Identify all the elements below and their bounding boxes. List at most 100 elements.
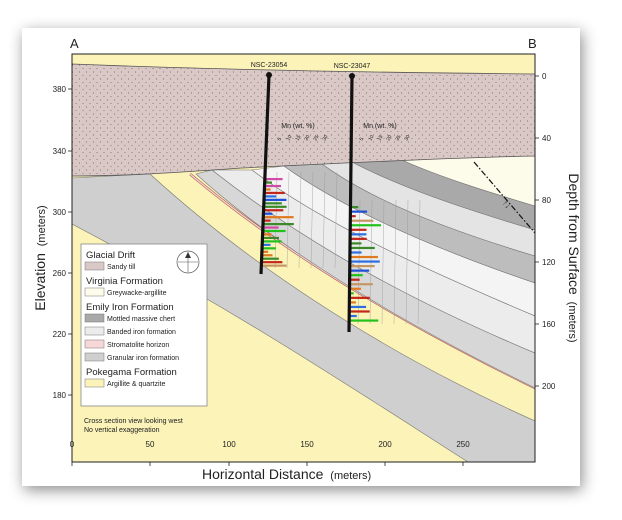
assay-bar (262, 236, 279, 240)
assay-gridline (417, 199, 421, 325)
x-tick-label: 50 (146, 440, 155, 449)
y-axis-title: Elevation (meters) (32, 205, 48, 310)
collar-marker (266, 72, 272, 78)
legend-group-title: Emily Iron Formation (86, 302, 174, 313)
assay-gridline (310, 171, 314, 269)
assay-bar (350, 224, 382, 227)
assay-bar (264, 181, 272, 184)
assay-bar (263, 212, 273, 215)
assay-tick-label: 10 (286, 134, 294, 142)
assay-bar (350, 233, 367, 236)
note-view-direction: Cross section view looking west (84, 418, 183, 425)
x-tick-label: 100 (222, 440, 236, 449)
assay-bar (262, 233, 272, 236)
legend: Glacial Drift Sandy till Virginia Formatio… (80, 243, 208, 407)
legend-item-label: Banded iron formation (107, 329, 176, 336)
assay-gridline (298, 171, 302, 269)
glacial-drift (72, 63, 535, 177)
depth-axis-title: Depth from Surface (meters) (566, 173, 580, 342)
assay-label: Mn (wt. %) (281, 123, 314, 130)
assay-bar (263, 205, 287, 208)
assay-bar (349, 255, 378, 259)
assay-gridline (274, 171, 278, 269)
assay-bar (349, 287, 361, 290)
assay-bar (349, 314, 357, 318)
plot-frame (71, 53, 536, 463)
assay-tick-label: 10 (368, 134, 376, 142)
assay-bar (264, 198, 287, 201)
assay-bar (264, 191, 285, 195)
elevation-tick-label: 380 (53, 85, 67, 94)
assay-bar (262, 240, 282, 243)
elevation-tick-label: 180 (53, 391, 67, 400)
assay-tick-label: 5 (277, 136, 284, 142)
depth-tick-label: 120 (542, 258, 556, 267)
assay-bar (264, 184, 281, 188)
assay-bar (349, 319, 379, 322)
x-axis-title: Horizontal Distance (meters) (202, 466, 371, 482)
depth-tick-label: 200 (542, 382, 556, 391)
elevation-tick-label: 220 (53, 330, 67, 339)
assay-bar (264, 178, 283, 181)
north-arrow-icon (176, 250, 200, 274)
fault-line (473, 161, 535, 234)
legend-swatch (84, 378, 105, 388)
axes: 0 50 100 150 200 250 380 340 300 260 220 180 0 40 80 12… (53, 72, 556, 466)
assay-bar (261, 250, 269, 253)
legend-item-label: Argillite & quartzite (107, 381, 165, 388)
assay-bar (261, 264, 287, 267)
assay-bar (349, 301, 356, 304)
assay-bar (263, 219, 271, 222)
assay-bar (350, 206, 359, 209)
assay-bar (263, 223, 294, 226)
assay-bar (349, 305, 367, 309)
assay-tick-label: 30 (404, 134, 412, 142)
assay-bar (349, 251, 362, 254)
x-tick-label: 200 (378, 440, 392, 449)
elevation-tick-label: 260 (53, 269, 67, 278)
drillhole-trace (347, 75, 354, 333)
legend-item-label: Stromatolite horizon (107, 342, 169, 349)
drillhole-0: NSC-23054 Mn (wt. %) 5 10 15 20 25 30 (251, 62, 338, 275)
legend-item-label: Greywacke-argillite (107, 290, 167, 297)
section-end-b: B (528, 36, 537, 51)
x-tick-label: 0 (70, 440, 75, 449)
fault-offset-arrows: ↑↓ (500, 199, 512, 211)
legend-group-title: Glacial Drift (86, 250, 135, 261)
assay-bar (349, 310, 370, 313)
assay-bar (261, 257, 279, 260)
legend-swatch (84, 287, 105, 297)
assay-bar (349, 278, 360, 281)
assay-bar (350, 237, 367, 240)
assay-bar (263, 202, 282, 205)
assay-gridline (334, 171, 338, 269)
drillhole-1: NSC-23047 Mn (wt. %) 5 10 15 20 25 30 (334, 63, 421, 333)
assay-bar (349, 269, 370, 272)
legend-group-title: Pokegama Formation (86, 367, 177, 378)
geologic-units: ↑↓ (72, 54, 535, 462)
assay-bar (262, 247, 276, 250)
assay-bar (263, 216, 294, 219)
assay-bar (263, 209, 284, 212)
note-exaggeration: No vertical exaggeration (84, 427, 160, 434)
legend-swatch (84, 339, 105, 349)
legend-swatch (84, 261, 105, 271)
assay-bar (262, 229, 286, 233)
assay-bar (349, 292, 354, 295)
depth-tick-label: 160 (542, 320, 556, 329)
assay-bar (261, 261, 283, 264)
assay-bar (262, 243, 271, 246)
drillhole-trace (259, 74, 271, 275)
section-end-a: A (70, 36, 79, 51)
assay-bar (350, 210, 368, 213)
assay-bar (264, 195, 277, 198)
depth-tick-label: 0 (542, 72, 547, 81)
elevation-tick-label: 300 (53, 208, 67, 217)
elevation-tick-label: 340 (53, 147, 67, 156)
legend-item-label: Sandy till (107, 264, 136, 271)
figure-card: ↑↓ NSC-23054 Mn (wt. %) 5 10 15 20 25 30 NSC-230… (22, 28, 580, 486)
assay-bar (349, 260, 380, 263)
assay-bar (349, 246, 375, 250)
